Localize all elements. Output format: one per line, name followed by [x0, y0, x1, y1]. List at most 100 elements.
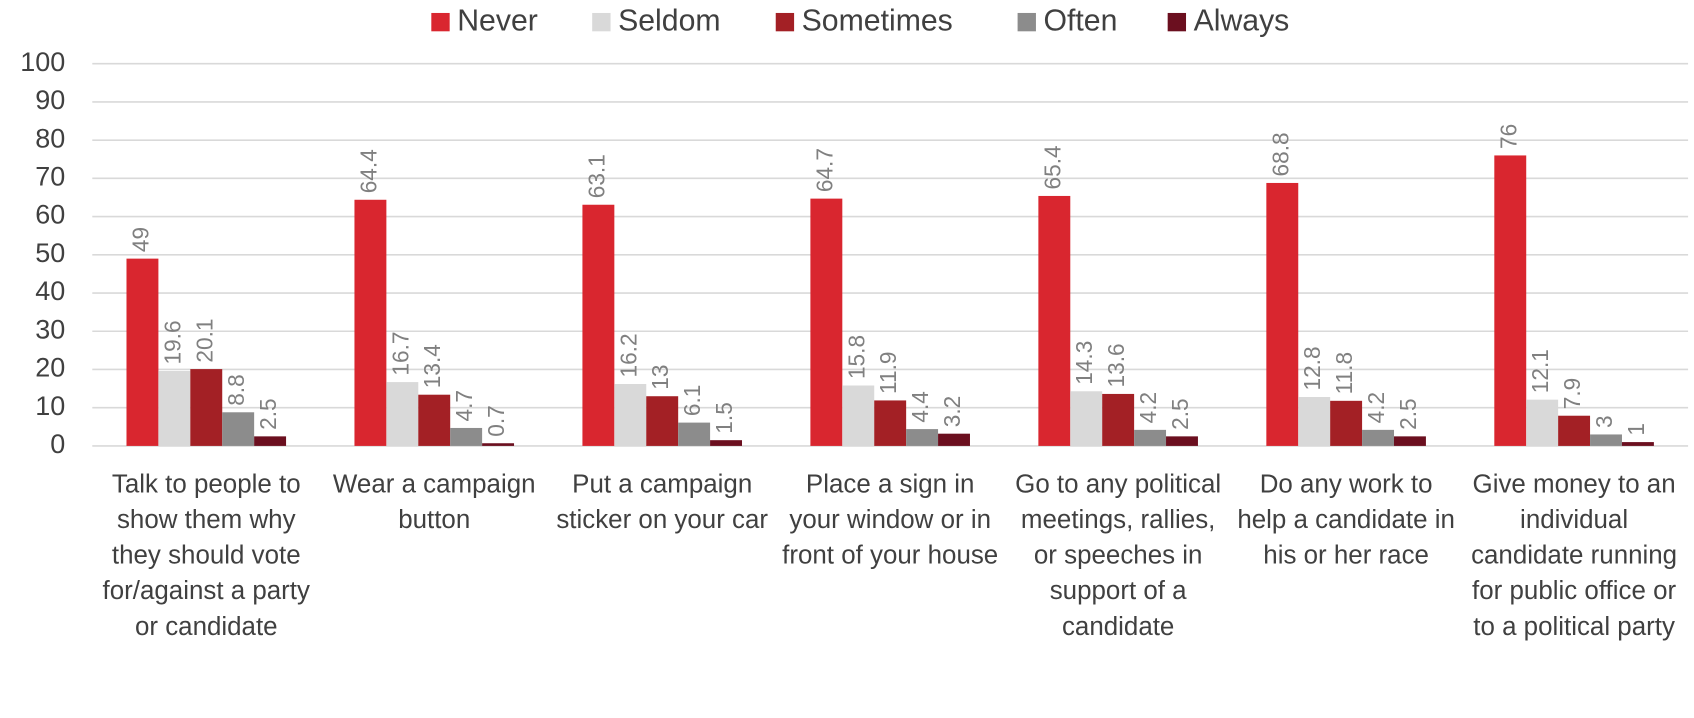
- bar: [614, 383, 647, 446]
- category-label-box: Place a sign in your window or in front …: [782, 469, 999, 571]
- value-label: 63.1: [583, 154, 609, 198]
- legend-swatch: [431, 12, 450, 32]
- x-tick-label: Do any work to help a candidate in his o…: [1237, 469, 1455, 571]
- legend-label: Always: [1194, 5, 1290, 38]
- value-label: 65.4: [1039, 145, 1065, 189]
- bar: [354, 199, 387, 446]
- y-tick-label: 70: [35, 161, 65, 191]
- value-label: 2.5: [255, 398, 281, 430]
- value-label: 11.9: [875, 352, 901, 394]
- bar: [842, 385, 875, 446]
- bar: [1494, 155, 1527, 446]
- value-label: 11.8: [1331, 352, 1357, 394]
- bar: [582, 204, 615, 446]
- y-tick-label: 40: [35, 276, 65, 306]
- bar: [1526, 399, 1559, 446]
- bar: [1166, 436, 1198, 446]
- value-label: 64.7: [811, 148, 837, 192]
- y-tick-label: 30: [35, 314, 65, 344]
- value-label: 8.8: [223, 374, 249, 405]
- category-label-box: Go to any political meetings, rallies, o…: [1015, 469, 1222, 642]
- value-label: 13.6: [1103, 343, 1129, 387]
- legend-swatch: [1017, 12, 1036, 32]
- bar: [222, 412, 255, 446]
- value-label: 64.4: [355, 149, 381, 193]
- legend-swatch: [592, 12, 611, 32]
- bar: [1362, 429, 1395, 446]
- value-label: 16.2: [615, 333, 641, 377]
- value-label: 1: [1623, 423, 1649, 436]
- value-label: 3: [1591, 415, 1617, 428]
- x-tick-label: Give money to an individual candidate ru…: [1471, 469, 1678, 642]
- value-label: 13.4: [419, 344, 445, 388]
- value-label: 15.8: [843, 335, 869, 379]
- category-label-box: Talk to people to show them why they sho…: [102, 469, 310, 642]
- y-tick-label: 80: [35, 123, 65, 153]
- value-label: 4.2: [1363, 392, 1389, 424]
- value-label: 12.1: [1527, 349, 1553, 393]
- value-label: 13: [647, 365, 673, 390]
- bar: [1621, 442, 1654, 446]
- bar: [678, 422, 711, 446]
- value-label: 7.9: [1559, 378, 1585, 410]
- x-tick-label: Talk to people to show them why they sho…: [102, 469, 310, 642]
- y-tick-label: 20: [35, 353, 65, 383]
- value-label: 6.1: [679, 385, 705, 417]
- legend-label: Seldom: [618, 5, 720, 38]
- y-tick-label: 10: [35, 391, 65, 421]
- value-label: 3.2: [939, 396, 965, 428]
- bar: [190, 369, 223, 446]
- bar: [1558, 415, 1591, 446]
- legend-label: Never: [457, 5, 538, 38]
- bar: [418, 394, 451, 446]
- category-label-box: Give money to an individual candidate ru…: [1471, 469, 1678, 642]
- value-label: 12.8: [1299, 346, 1325, 390]
- value-label: 2.5: [1395, 398, 1421, 430]
- bar: [450, 427, 483, 446]
- value-label: 4.4: [907, 391, 933, 423]
- value-label: 49: [127, 227, 153, 252]
- category-label-box: Wear a campaign button: [332, 469, 536, 535]
- bar: [1266, 182, 1299, 446]
- bar: [1038, 195, 1071, 446]
- legend-label: Sometimes: [802, 5, 953, 38]
- bar: [126, 258, 159, 446]
- legend-label: Often: [1044, 5, 1118, 38]
- value-label: 19.6: [159, 320, 185, 364]
- value-label: 20.1: [191, 319, 217, 363]
- bar: [1394, 436, 1426, 446]
- x-tick-label: Put a campaign sticker on your car: [556, 469, 769, 535]
- bar: [1102, 393, 1135, 446]
- value-label: 1.5: [711, 402, 737, 434]
- y-tick-label: 100: [20, 47, 65, 77]
- bar: [874, 400, 907, 446]
- value-label: 14.3: [1071, 341, 1097, 385]
- bar: [938, 433, 970, 446]
- bar: [158, 371, 191, 446]
- value-label: 68.8: [1267, 132, 1293, 176]
- x-tick-label: Place a sign in your window or in front …: [782, 469, 999, 571]
- bar: [1590, 434, 1622, 446]
- value-label: 0.7: [483, 405, 509, 437]
- bar: [646, 396, 679, 446]
- bar: [386, 382, 419, 446]
- y-tick-label: 50: [35, 238, 65, 268]
- bar: [254, 436, 287, 446]
- value-label: 2.5: [1167, 398, 1193, 430]
- x-tick-label: Wear a campaign button: [332, 469, 536, 535]
- y-tick-label: 0: [50, 429, 65, 459]
- bar: [482, 443, 515, 446]
- bar: [906, 429, 939, 446]
- bar: [1134, 429, 1167, 446]
- bar: [810, 198, 843, 446]
- legend-swatch: [1167, 12, 1187, 32]
- bar: [1330, 400, 1363, 446]
- x-tick-label: Go to any political meetings, rallies, o…: [1015, 469, 1222, 642]
- category-label-box: Put a campaign sticker on your car: [556, 469, 769, 535]
- bar: [710, 440, 743, 446]
- category-label-box: Do any work to help a candidate in his o…: [1237, 469, 1455, 571]
- value-label: 4.2: [1135, 392, 1161, 424]
- value-label: 16.7: [387, 331, 413, 375]
